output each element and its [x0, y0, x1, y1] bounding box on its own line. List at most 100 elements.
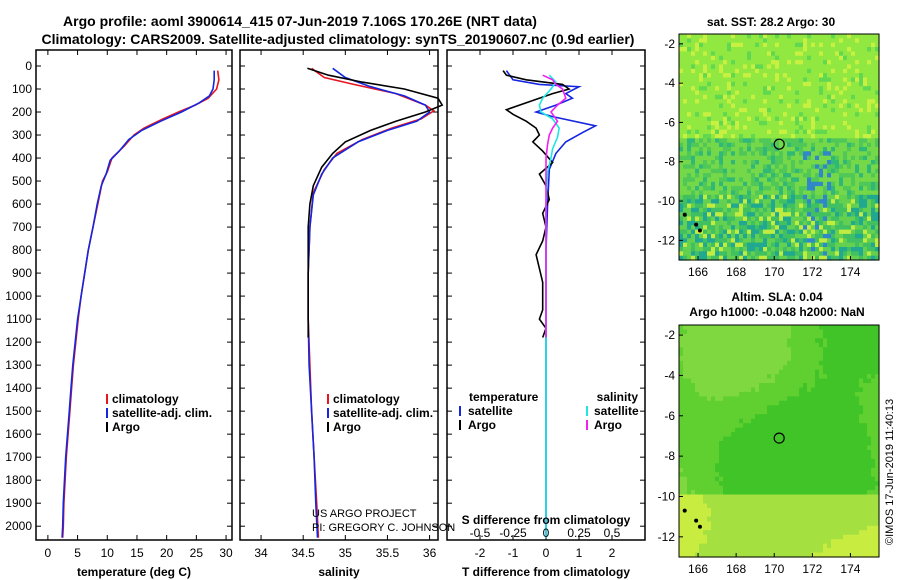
map-cell	[711, 138, 716, 144]
map-cell	[771, 64, 776, 70]
map-cell	[743, 383, 748, 389]
map-cell	[787, 164, 792, 170]
map-cell	[771, 199, 776, 205]
map-cell	[695, 454, 700, 460]
map-cell	[707, 507, 712, 513]
map-cell	[711, 168, 716, 174]
map-cell	[867, 99, 872, 105]
map-cell	[687, 134, 692, 139]
map-cell	[763, 391, 768, 397]
map-cell	[759, 38, 764, 44]
map-cell	[843, 81, 848, 87]
map-cell	[823, 112, 828, 118]
map-cell	[703, 329, 708, 335]
map-cell	[735, 60, 740, 65]
map-cell	[775, 216, 780, 222]
map-cell	[679, 55, 684, 61]
map-cell	[755, 203, 760, 209]
map-cell	[843, 203, 848, 209]
map-cell	[787, 68, 792, 74]
map-cell	[699, 445, 704, 451]
map-cell	[683, 472, 688, 478]
map-cell	[799, 409, 804, 415]
map-cell	[795, 494, 800, 500]
map-cell	[843, 168, 848, 174]
map-cell	[823, 494, 828, 500]
map-cell	[743, 216, 748, 222]
map-cell	[751, 458, 756, 464]
map-cell	[859, 238, 864, 244]
map-cell	[703, 507, 708, 513]
map-cell	[867, 199, 872, 205]
map-cell	[679, 64, 684, 70]
map-cell	[691, 181, 696, 187]
map-cell	[687, 333, 692, 339]
map-cell	[783, 378, 788, 384]
map-cell	[723, 138, 728, 144]
map-cell	[791, 467, 796, 473]
map-cell	[719, 51, 724, 57]
map-cell	[779, 423, 784, 429]
map-cell	[799, 369, 804, 375]
map-cell	[807, 216, 812, 222]
map-cell	[855, 151, 860, 157]
map-cell	[759, 212, 764, 218]
map-cell	[687, 90, 692, 96]
map-cell	[707, 499, 712, 505]
map-cell	[835, 142, 840, 148]
map-cell	[831, 458, 836, 464]
map-cell	[847, 55, 852, 61]
map-cell	[743, 347, 748, 353]
map-cell	[815, 329, 820, 335]
map-cell	[679, 233, 684, 239]
map-cell	[703, 199, 708, 205]
map-cell	[735, 427, 740, 433]
map-cell	[823, 242, 828, 248]
map-cell	[855, 125, 860, 131]
map-cell	[783, 347, 788, 353]
map-cell	[695, 400, 700, 406]
map-cell	[799, 467, 804, 473]
map-cell	[723, 467, 728, 473]
map-cell	[723, 42, 728, 48]
map-cell	[807, 55, 812, 61]
map-cell	[735, 436, 740, 442]
map-cell	[871, 177, 876, 183]
map-cell	[799, 503, 804, 509]
map-cell	[859, 369, 864, 375]
map-cell	[827, 414, 832, 420]
map-cell	[815, 220, 820, 226]
map-cell	[839, 463, 844, 469]
map-cell	[843, 369, 848, 375]
map-cell	[831, 333, 836, 339]
map-cell	[679, 225, 684, 231]
map-cell	[751, 168, 756, 174]
map-cell	[719, 423, 724, 429]
map-cell	[739, 42, 744, 48]
map-cell	[767, 405, 772, 411]
map-cell	[731, 190, 736, 196]
map-cell	[847, 378, 852, 384]
map-cell	[819, 216, 824, 222]
map-cell	[711, 476, 716, 482]
map-cell	[871, 120, 876, 126]
map-cell	[707, 351, 712, 357]
y-tick-label: 200	[12, 105, 32, 119]
map-cell	[811, 400, 816, 406]
map-cell	[691, 427, 696, 433]
map-cell	[727, 86, 732, 92]
map-cell	[811, 490, 816, 496]
map-cell	[759, 142, 764, 148]
map-cell	[855, 73, 860, 78]
map-cell	[827, 77, 832, 83]
map-cell	[843, 107, 848, 113]
map-cell	[723, 342, 728, 348]
map-cell	[743, 472, 748, 478]
map-cell	[711, 186, 716, 191]
map-cell	[779, 138, 784, 144]
map-cell	[851, 369, 856, 375]
map-cell	[859, 73, 864, 78]
map-cell	[755, 86, 760, 92]
map-cell	[707, 142, 712, 148]
map-cell	[743, 396, 748, 402]
